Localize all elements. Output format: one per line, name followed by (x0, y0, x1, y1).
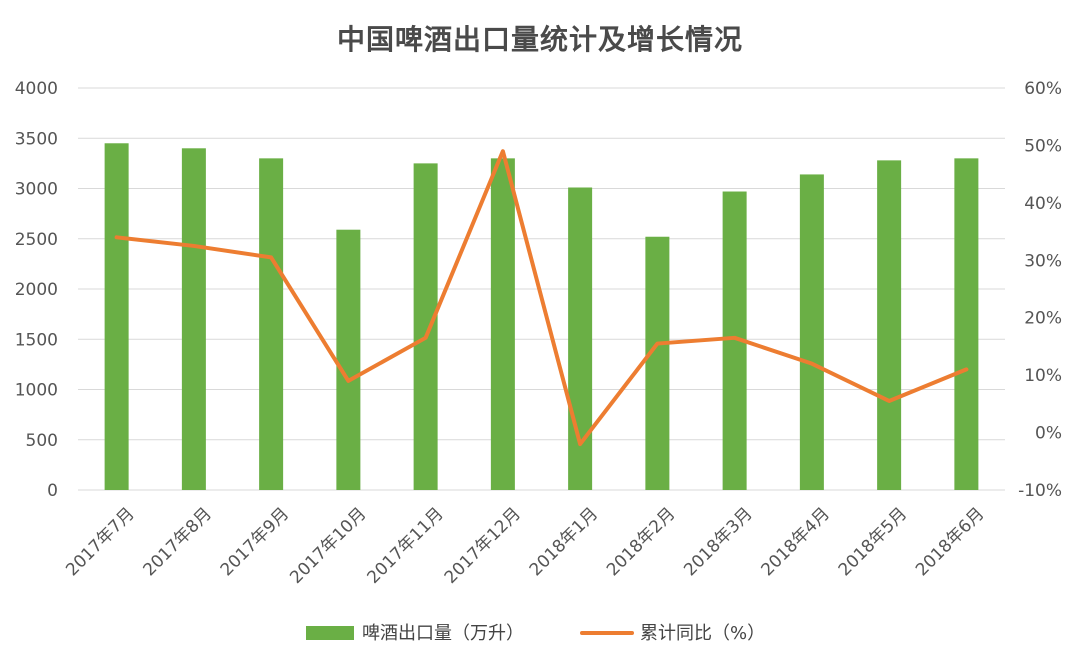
x-tick-label: 2018年4月 (757, 504, 833, 580)
line-point (347, 380, 349, 382)
line-series (114, 149, 969, 447)
right-tick-label: -10% (1018, 481, 1062, 501)
right-axis-ticks: -10% 0% 10% 20% 30% 40% 50% 60% (1018, 79, 1062, 501)
right-tick-label: 30% (1024, 251, 1062, 271)
line-point (502, 150, 504, 152)
bar (413, 163, 438, 490)
left-tick-label: 3500 (15, 129, 58, 149)
left-tick-label: 2500 (15, 230, 58, 250)
right-tick-label: 40% (1024, 194, 1062, 214)
left-tick-label: 1500 (15, 330, 58, 350)
bar (181, 148, 206, 491)
bar (799, 174, 824, 490)
gridlines (78, 87, 1005, 491)
line-point (425, 337, 427, 339)
x-tick-label: 2018年1月 (526, 504, 602, 580)
right-tick-label: 20% (1024, 309, 1062, 329)
x-tick-label: 2018年2月 (603, 504, 679, 580)
legend-label-bar: 啤酒出口量（万升） (362, 623, 524, 644)
line-point (579, 443, 581, 445)
bar (259, 158, 284, 490)
line-point (734, 337, 736, 339)
line-point (270, 256, 272, 258)
left-tick-label: 2000 (15, 280, 58, 300)
right-tick-label: 60% (1024, 79, 1062, 99)
bar-series (104, 143, 979, 491)
legend: 啤酒出口量（万升） 累计同比（%） (306, 623, 765, 644)
line-point (888, 400, 890, 402)
line-point (811, 363, 813, 365)
series-line (114, 149, 969, 447)
left-axis-ticks: 0 500 1000 1500 2000 2500 3000 3500 4000 (15, 79, 58, 501)
left-tick-label: 3000 (15, 180, 58, 200)
left-tick-label: 1000 (15, 381, 58, 401)
legend-label-line: 累计同比（%） (640, 623, 765, 644)
x-tick-label: 2017年8月 (139, 504, 215, 580)
line-point (116, 236, 118, 238)
bar (104, 143, 129, 490)
left-tick-label: 4000 (15, 79, 58, 99)
right-tick-label: 0% (1035, 424, 1062, 444)
x-tick-label: 2017年7月 (62, 504, 138, 580)
x-tick-label: 2018年3月 (680, 504, 756, 580)
x-axis-ticks: 2017年7月 2017年8月 2017年9月2017年10月2017年11月201… (62, 504, 988, 588)
bar (877, 160, 902, 491)
legend-swatch-bar (306, 626, 354, 640)
line-point (193, 245, 195, 247)
line-point (656, 343, 658, 345)
line-point (965, 368, 967, 370)
bar (645, 236, 670, 490)
bar (954, 158, 979, 490)
x-tick-label: 2017年10月 (286, 504, 370, 588)
right-tick-label: 10% (1024, 366, 1062, 386)
left-tick-label: 0 (47, 481, 58, 501)
right-tick-label: 50% (1024, 136, 1062, 156)
x-tick-label: 2017年11月 (364, 504, 448, 588)
left-tick-label: 500 (26, 431, 58, 451)
x-tick-label: 2017年12月 (441, 504, 525, 588)
bar (490, 158, 515, 490)
x-tick-label: 2017年9月 (217, 504, 293, 580)
chart-title: 中国啤酒出口量统计及增长情况 (336, 23, 743, 56)
x-tick-label: 2018年5月 (835, 504, 911, 580)
x-tick-label: 2018年6月 (912, 504, 988, 580)
bar (336, 229, 361, 490)
